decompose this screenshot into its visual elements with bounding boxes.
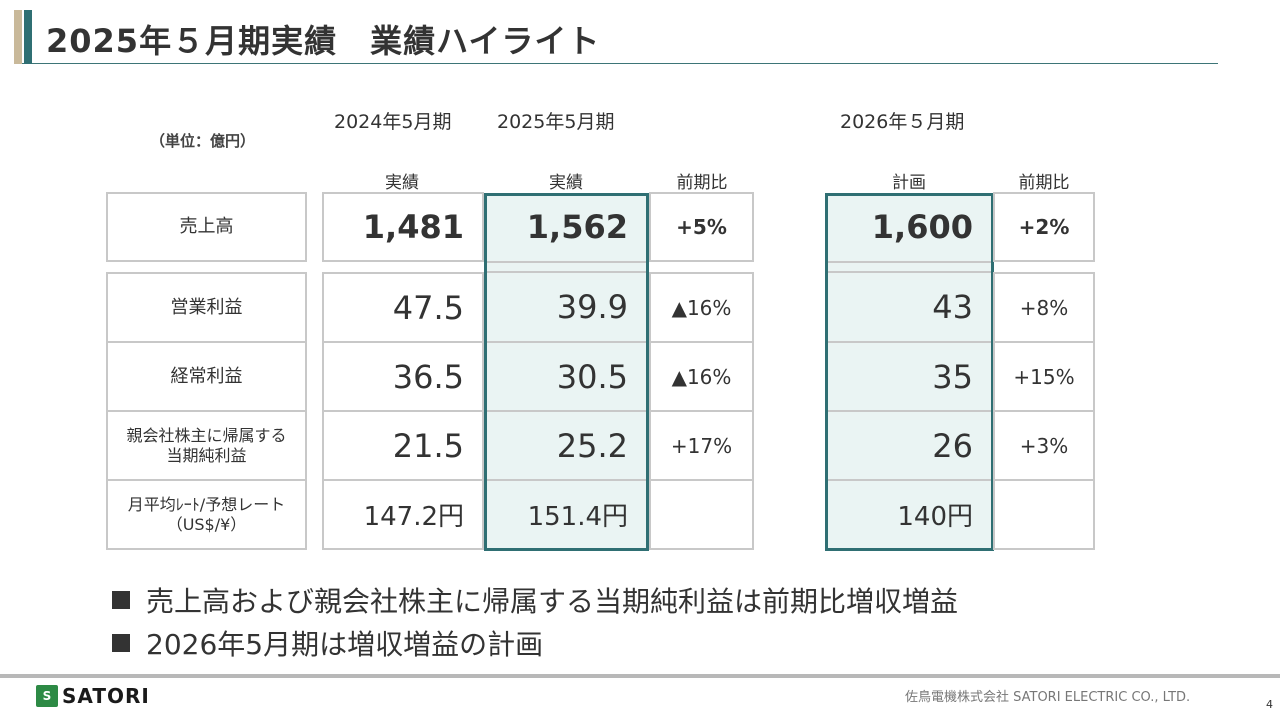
operating-profit-yoy-2026: +8% (993, 272, 1095, 343)
highlight-column-fy2026 (825, 193, 994, 551)
separator-line (828, 261, 991, 263)
net-income-plan-2026: 26 (932, 426, 973, 465)
net-income-fy2025: 25.2 (556, 426, 628, 465)
highlight-column-fy2025 (484, 193, 649, 551)
row-label-net-income: 親会社株主に帰属する 当期純利益 (106, 410, 307, 481)
ordinary-profit-fy2025: 30.5 (556, 357, 628, 396)
sales-yoy-2026: +2% (993, 192, 1095, 262)
unit-label: （単位：億円） (150, 132, 256, 150)
logo-text: SATORI (62, 684, 150, 708)
exchange-rate-plan-2026: 140円 (897, 502, 973, 532)
bullet-text: 2026年5月期は増収増益の計画 (146, 628, 544, 661)
separator-line (487, 271, 646, 273)
sales-plan-2026: 1,600 (871, 208, 973, 246)
period-fy2026: 2026年５月期 (840, 111, 965, 133)
title-accent-teal (24, 10, 32, 64)
separator-line (828, 341, 991, 343)
operating-profit-plan-2026: 43 (932, 288, 973, 326)
sales-fy2024: 1,481 (322, 192, 484, 262)
colhead-plan-2026: 計画 (892, 173, 926, 193)
bullet-item: 売上高および親会社株主に帰属する当期純利益は前期比増収増益 (112, 580, 958, 620)
operating-profit-yoy-2025: ▲16% (649, 272, 754, 343)
page-title: 2025年５月期実績 業績ハイライト (46, 22, 601, 60)
ordinary-profit-yoy-2026: +15% (993, 341, 1095, 412)
sales-yoy-2025: +5% (649, 192, 754, 262)
row-label-exchange-rate: 月平均ﾚｰﾄ/予想レート （US$/¥） (106, 479, 307, 550)
exchange-rate-fy2024: 147.2円 (322, 479, 484, 550)
bullet-text: 売上高および親会社株主に帰属する当期純利益は前期比増収増益 (146, 585, 959, 618)
separator-line (828, 479, 991, 481)
separator-line (487, 341, 646, 343)
colhead-yoy-2025: 前期比 (676, 173, 728, 193)
separator-line (487, 261, 646, 263)
satori-logo-icon: S (36, 685, 58, 707)
net-income-yoy-2025: +17% (649, 410, 754, 481)
bullet-square-icon (112, 634, 130, 652)
operating-profit-fy2025: 39.9 (556, 288, 628, 326)
net-income-fy2024: 21.5 (322, 410, 484, 481)
exchange-rate-fy2025: 151.4円 (527, 502, 628, 532)
row-label-exchange-rate-line1: 月平均ﾚｰﾄ/予想レート (127, 495, 286, 515)
row-label-net-income-line2: 当期純利益 (166, 445, 247, 465)
ordinary-profit-plan-2026: 35 (932, 357, 973, 396)
title-bar: 2025年５月期実績 業績ハイライト (14, 10, 1218, 64)
bullet-square-icon (112, 591, 130, 609)
page-number: 4 (1266, 698, 1273, 711)
row-label-operating-profit: 営業利益 (106, 272, 307, 343)
footer-divider (0, 674, 1280, 678)
row-label-net-income-line1: 親会社株主に帰属する (126, 426, 287, 446)
sales-fy2025: 1,562 (526, 208, 628, 246)
separator-line (828, 271, 991, 273)
separator-line (828, 410, 991, 412)
company-logo: S SATORI (36, 684, 150, 708)
exchange-rate-yoy-2025 (649, 479, 754, 550)
operating-profit-fy2024: 47.5 (322, 272, 484, 343)
row-label-exchange-rate-line2: （US$/¥） (166, 514, 247, 534)
colhead-actual-2025: 実績 (549, 173, 583, 193)
colhead-actual-2024: 実績 (385, 173, 419, 193)
separator-line (487, 410, 646, 412)
separator-line (487, 479, 646, 481)
exchange-rate-yoy-2026 (993, 479, 1095, 550)
ordinary-profit-fy2024: 36.5 (322, 341, 484, 412)
row-label-ordinary-profit: 経常利益 (106, 341, 307, 412)
row-label-sales: 売上高 (106, 192, 307, 262)
title-accent-gold (14, 10, 22, 64)
ordinary-profit-yoy-2025: ▲16% (649, 341, 754, 412)
period-fy2025: 2025年5月期 (497, 111, 615, 133)
colhead-yoy-2026: 前期比 (1018, 173, 1070, 193)
bullet-item: 2026年5月期は増収増益の計画 (112, 623, 543, 663)
company-name: 佐鳥電機株式会社 SATORI ELECTRIC CO., LTD. (905, 690, 1191, 705)
period-fy2024: 2024年5月期 (334, 111, 452, 133)
net-income-yoy-2026: +3% (993, 410, 1095, 481)
